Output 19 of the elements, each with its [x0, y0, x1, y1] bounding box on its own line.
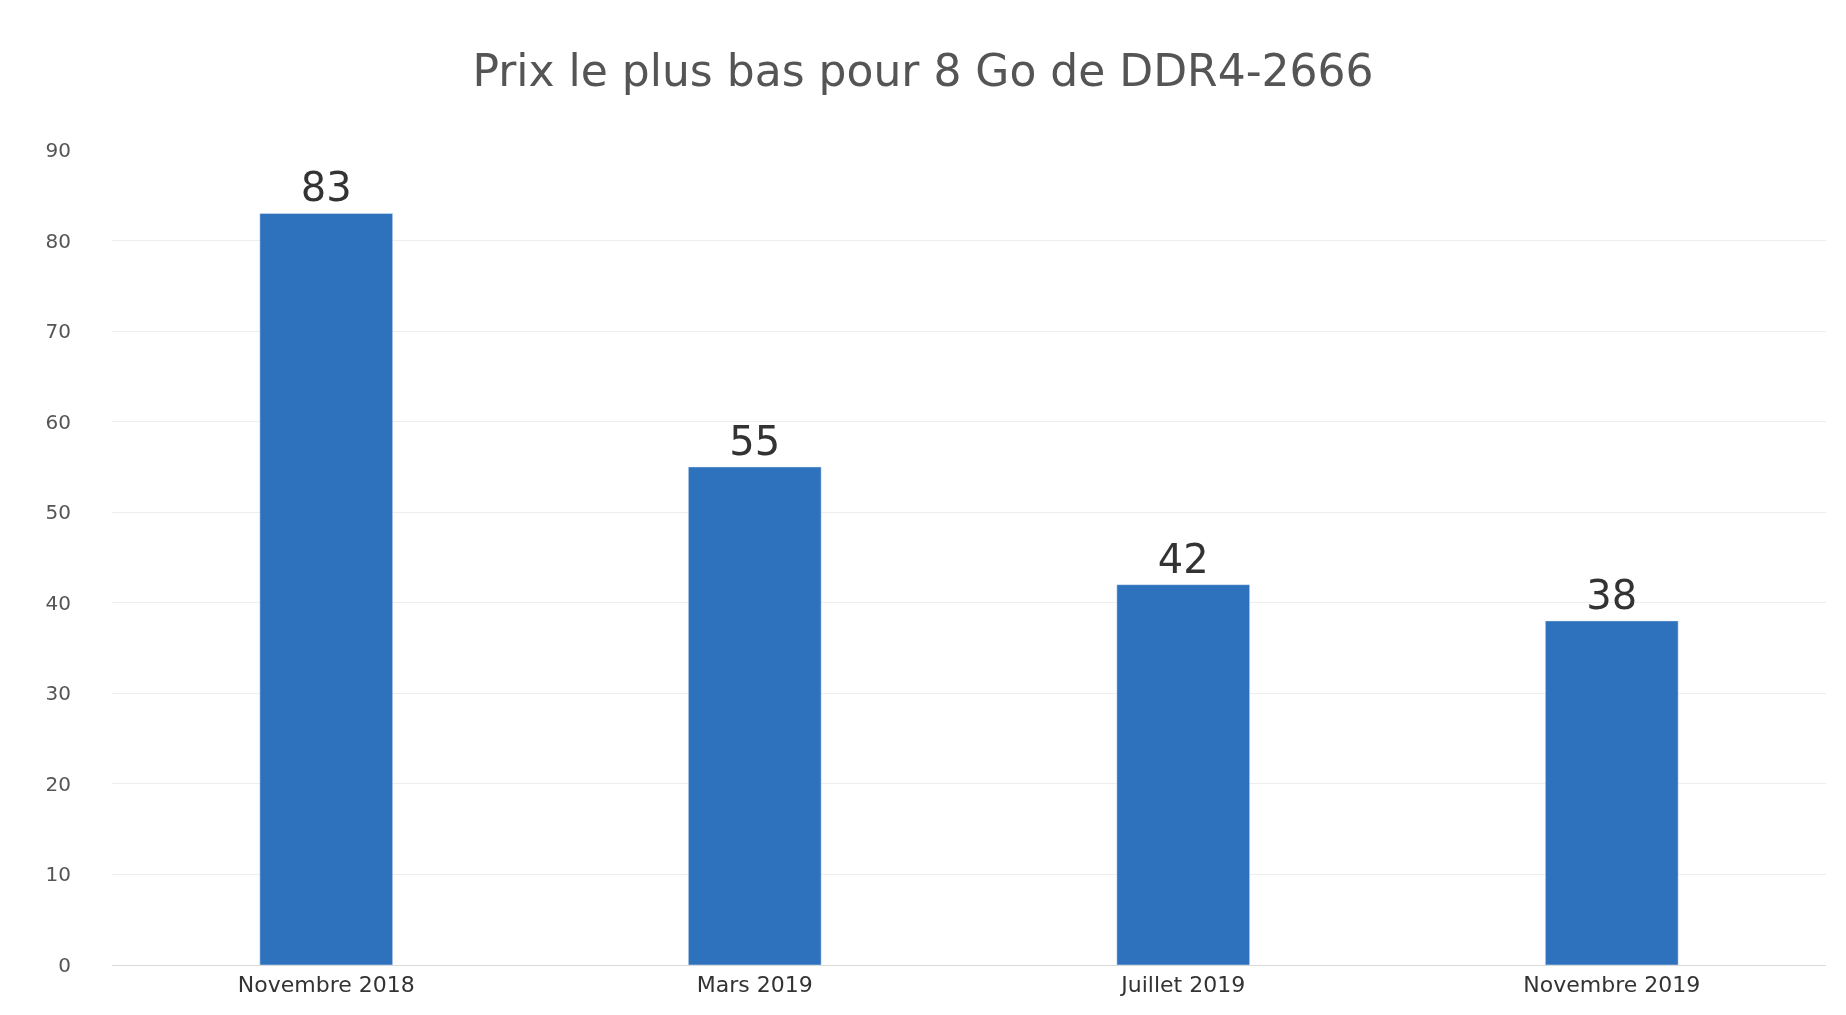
x-tick-label: Juillet 2019 [1119, 972, 1246, 998]
y-tick-label: 70 [45, 319, 71, 344]
data-label: 38 [1586, 571, 1638, 618]
y-tick-label: 0 [58, 953, 71, 977]
x-tick-label: Mars 2019 [696, 972, 813, 998]
y-tick-label: 20 [45, 771, 71, 796]
y-tick-label: 10 [45, 862, 71, 887]
y-tick-label: 30 [45, 681, 71, 706]
x-tick-label: Novembre 2018 [237, 972, 415, 998]
y-tick-label: 80 [45, 228, 71, 253]
y-tick-label: 60 [45, 409, 71, 434]
y-tick-label: 90 [45, 138, 71, 162]
data-label: 55 [729, 417, 781, 464]
data-label: 42 [1157, 535, 1209, 582]
x-tick-label: Novembre 2019 [1523, 972, 1701, 998]
data-label: 83 [300, 164, 352, 211]
chart-title: Prix le plus bas pour 8 Go de DDR4-2666 [472, 45, 1374, 97]
y-tick-label: 40 [45, 590, 71, 615]
y-tick-label: 50 [45, 500, 71, 525]
